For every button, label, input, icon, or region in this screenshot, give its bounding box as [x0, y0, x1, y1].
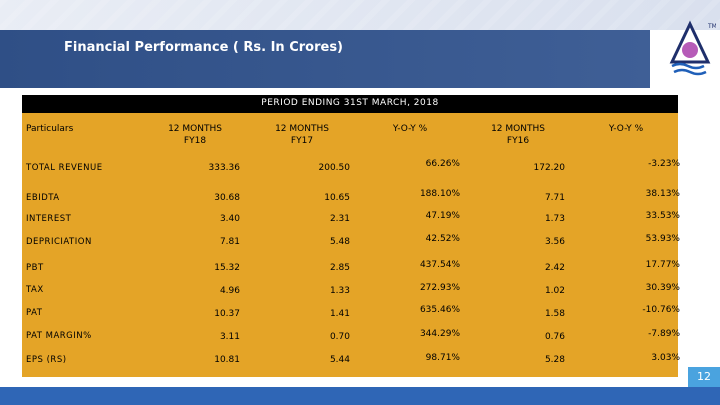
- row-label: TAX: [26, 285, 44, 295]
- cell-yoy-2: 3.03%: [651, 353, 680, 363]
- cell-yoy-2: 33.53%: [645, 211, 680, 221]
- cell-fy17: 200.50: [318, 163, 351, 173]
- cell-fy16: 7.71: [544, 193, 565, 203]
- cell-fy16: 1.02: [544, 286, 565, 296]
- cell-fy17: 2.85: [329, 263, 350, 273]
- svg-text:TM: TM: [707, 23, 716, 30]
- row-label: EPS (RS): [26, 355, 67, 365]
- period-text: PERIOD ENDING 31ST MARCH, 2018: [261, 98, 439, 108]
- row-label: PBT: [26, 263, 44, 273]
- row-label: PAT MARGIN%: [26, 331, 92, 341]
- cell-fy17: 1.41: [329, 309, 350, 319]
- company-logo-icon: TM: [669, 20, 716, 76]
- cell-yoy-1: 635.46%: [419, 305, 460, 315]
- cell-yoy-2: 30.39%: [645, 283, 680, 293]
- decorative-stripes: [0, 0, 720, 30]
- cell-fy16: 0.76: [544, 332, 565, 342]
- cell-yoy-1: 272.93%: [419, 283, 460, 293]
- page-title: Financial Performance ( Rs. In Crores): [64, 40, 343, 55]
- period-bar: PERIOD ENDING 31ST MARCH, 2018: [22, 95, 678, 113]
- row-label: INTEREST: [26, 214, 72, 224]
- footer-bar: [0, 387, 720, 405]
- header-fy17: 12 MONTHS FY17: [275, 124, 329, 146]
- top-background: [0, 0, 720, 30]
- cell-fy18: 30.68: [214, 193, 240, 203]
- row-label: PAT: [26, 308, 43, 318]
- cell-yoy-2: -7.89%: [648, 329, 680, 339]
- header-fy16: 12 MONTHS FY16: [491, 124, 545, 146]
- cell-yoy-2: -10.76%: [642, 305, 680, 315]
- cell-fy17: 0.70: [329, 332, 350, 342]
- header-fy18: 12 MONTHS FY18: [168, 124, 222, 146]
- cell-yoy-1: 47.19%: [425, 211, 460, 221]
- row-label: EBIDTA: [26, 193, 60, 203]
- cell-yoy-1: 98.71%: [425, 353, 460, 363]
- cell-fy16: 172.20: [533, 163, 566, 173]
- header-yoy-2: Y-O-Y %: [608, 124, 644, 134]
- cell-fy17: 5.48: [329, 237, 350, 247]
- cell-fy17: 10.65: [324, 193, 350, 203]
- cell-yoy-2: 38.13%: [645, 189, 680, 199]
- cell-fy18: 3.11: [219, 332, 240, 342]
- cell-fy18: 10.37: [214, 309, 240, 319]
- cell-fy16: 3.56: [544, 237, 565, 247]
- cell-fy18: 15.32: [214, 263, 240, 273]
- title-band: [0, 30, 650, 88]
- cell-fy16: 5.28: [544, 355, 565, 365]
- cell-yoy-1: 437.54%: [419, 260, 460, 270]
- cell-fy18: 3.40: [219, 214, 240, 224]
- cell-fy18: 4.96: [219, 286, 240, 296]
- header-particulars: Particulars: [26, 124, 74, 134]
- row-label: TOTAL REVENUE: [26, 163, 103, 173]
- cell-fy18: 7.81: [219, 237, 240, 247]
- row-label: DEPRICIATION: [26, 237, 92, 247]
- financial-table: [22, 113, 678, 377]
- cell-yoy-2: -3.23%: [648, 159, 680, 169]
- cell-fy17: 5.44: [329, 355, 350, 365]
- cell-fy16: 2.42: [544, 263, 565, 273]
- header-yoy-1: Y-O-Y %: [392, 124, 428, 134]
- cell-fy16: 1.58: [544, 309, 565, 319]
- cell-yoy-1: 344.29%: [419, 329, 460, 339]
- cell-yoy-1: 66.26%: [425, 159, 460, 169]
- cell-yoy-1: 42.52%: [425, 234, 460, 244]
- cell-yoy-1: 188.10%: [419, 189, 460, 199]
- cell-fy17: 2.31: [329, 214, 350, 224]
- cell-fy18: 333.36: [208, 163, 241, 173]
- cell-fy17: 1.33: [329, 286, 350, 296]
- cell-yoy-2: 17.77%: [645, 260, 680, 270]
- cell-fy18: 10.81: [214, 355, 240, 365]
- cell-yoy-2: 53.93%: [645, 234, 680, 244]
- cell-fy16: 1.73: [544, 214, 565, 224]
- page-number-badge: 12: [688, 367, 720, 387]
